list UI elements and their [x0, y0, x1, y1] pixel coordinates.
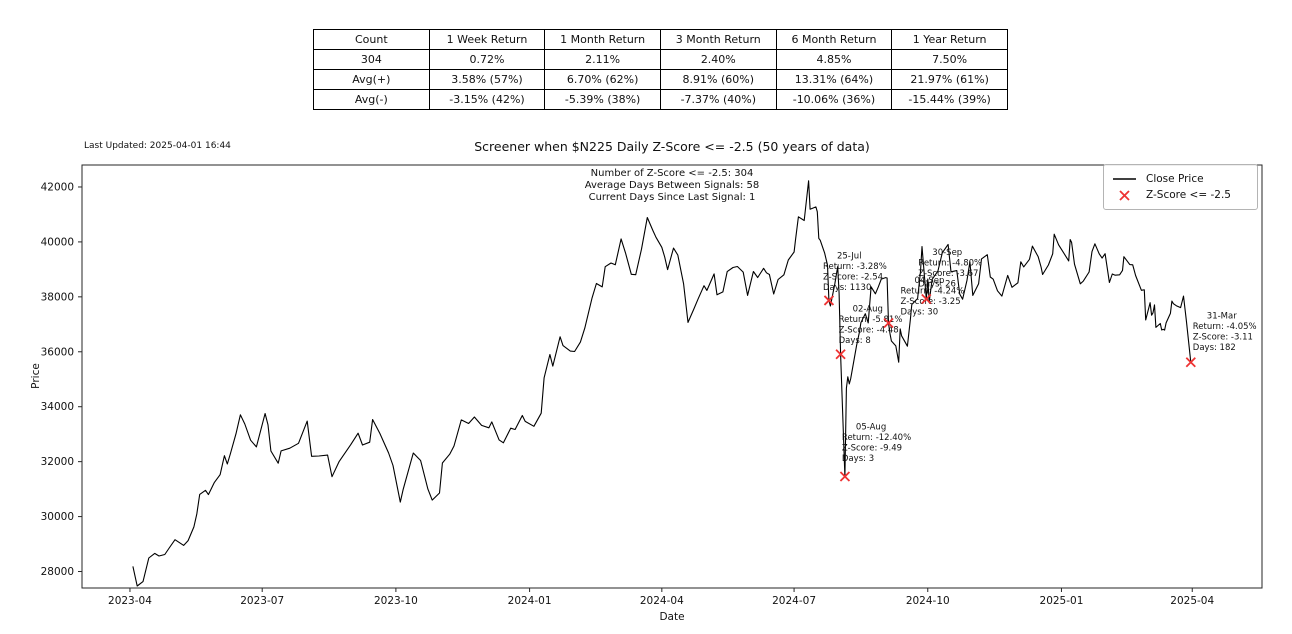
- close-price-line: [132, 180, 1192, 587]
- table-cell: -15.44% (39%): [891, 89, 1008, 110]
- signal-annotation-line: Return: -3.28%: [823, 262, 887, 272]
- table-cell: 13.31% (64%): [775, 69, 893, 90]
- signal-annotation-line: Days: 8: [839, 336, 871, 346]
- signal-annotation-line: 02-Aug: [853, 304, 883, 314]
- table-row-avg-negative: Avg(-) -3.15% (42%) -5.39% (38%) -7.37% …: [313, 89, 1008, 110]
- y-tick-label: 34000: [41, 401, 74, 413]
- x-tick-label: 2024-04: [640, 595, 684, 607]
- x-tick-label: 2024-01: [508, 595, 552, 607]
- plot-border: [81, 164, 1263, 589]
- signal-x-marker-30-Sep: [921, 293, 932, 305]
- table-cell: 6.70% (62%): [544, 69, 661, 90]
- header-6-month: 6 Month Return: [775, 29, 893, 50]
- signal-annotation-line: Return: -4.05%: [1193, 322, 1257, 332]
- table-cell: 8.91% (60%): [659, 69, 777, 90]
- x-tick-label: 2023-04: [108, 595, 152, 607]
- table-cell: 7.50%: [891, 49, 1008, 70]
- legend-label-zscore: Z-Score <= -2.5: [1146, 189, 1231, 201]
- stat-line-count: Number of Z-Score <= -2.5: 304: [590, 168, 754, 179]
- table-cell: 0.72%: [428, 49, 546, 70]
- legend: Close Price Z-Score <= -2.5: [1103, 164, 1258, 210]
- table-cell: 3.58% (57%): [428, 69, 546, 90]
- stat-line-avg-days: Average Days Between Signals: 58: [584, 180, 760, 191]
- signal-x-marker-02-Aug: [835, 349, 846, 360]
- table-row-count: 304 0.72% 2.11% 2.40% 4.85% 7.50%: [313, 49, 1008, 70]
- signal-annotation-line: Days: 26: [918, 280, 956, 290]
- y-axis-label: Price: [30, 363, 42, 389]
- legend-label-close-price: Close Price: [1146, 173, 1204, 185]
- signal-x-marker-31-Mar: [1185, 357, 1196, 368]
- table-header-row: Count 1 Week Return 1 Month Return 3 Mon…: [313, 29, 1008, 50]
- line-sample-icon: [1113, 178, 1136, 180]
- legend-item-close-price: Close Price: [1112, 171, 1249, 187]
- x-tick-label: 2025-01: [1040, 595, 1084, 607]
- signal-annotation-line: Days: 3: [842, 454, 874, 464]
- table-cell: -3.15% (42%): [428, 89, 546, 110]
- table-row-avg-positive: Avg(+) 3.58% (57%) 6.70% (62%) 8.91% (60…: [313, 69, 1008, 90]
- table-cell: 2.11%: [544, 49, 661, 70]
- table-cell: -7.37% (40%): [659, 89, 777, 110]
- signal-annotation-line: Z-Score: -2.54: [823, 272, 883, 282]
- table-cell: -10.06% (36%): [775, 89, 893, 110]
- x-tick-label: 2025-04: [1170, 595, 1214, 607]
- table-cell: 2.40%: [659, 49, 777, 70]
- signal-x-marker-25-Jul: [823, 295, 835, 306]
- table-cell: 4.85%: [775, 49, 893, 70]
- x-marker-stroke: [1119, 190, 1130, 201]
- signal-stats-annotation: Number of Z-Score <= -2.5: 304 Average D…: [585, 168, 760, 204]
- signal-x-marker-04-Sep: [883, 317, 894, 329]
- y-tick-label: 30000: [41, 511, 74, 523]
- signal-annotation-line: Z-Score: -3.67: [918, 269, 978, 279]
- signal-annotation-line: Days: 1130: [823, 283, 871, 293]
- signal-annotation-line: 04-Sep: [915, 276, 945, 286]
- signal-annotation-line: Z-Score: -9.49: [842, 444, 902, 454]
- table-cell: -5.39% (38%): [544, 89, 661, 110]
- signal-annotation-line: Return: -12.40%: [842, 433, 911, 443]
- signal-annotation-line: Days: 182: [1193, 343, 1236, 353]
- y-tick-label: 42000: [41, 181, 74, 193]
- header-count: Count: [313, 29, 430, 50]
- table-cell: Avg(+): [313, 69, 430, 90]
- last-updated-text: Last Updated: 2025-04-01 16:44: [84, 141, 231, 151]
- x-tick-label: 2024-07: [772, 595, 816, 607]
- signal-annotation-line: Days: 30: [901, 308, 939, 318]
- signal-annotation-line: Z-Score: -3.25: [901, 297, 961, 307]
- y-tick-label: 38000: [41, 291, 74, 303]
- y-tick-label: 28000: [41, 566, 74, 578]
- signal-annotation-line: Z-Score: -3.11: [1193, 332, 1253, 342]
- table-cell: 304: [313, 49, 430, 70]
- signal-annotation-line: 25-Jul: [837, 251, 862, 261]
- returns-summary-table: Count 1 Week Return 1 Month Return 3 Mon…: [313, 29, 1008, 110]
- header-1-year: 1 Year Return: [891, 29, 1008, 50]
- x-tick-label: 2023-07: [240, 595, 284, 607]
- legend-item-zscore: Z-Score <= -2.5: [1112, 187, 1249, 203]
- y-tick-label: 32000: [41, 456, 74, 468]
- signal-annotation-line: Return: -4.80%: [918, 259, 982, 269]
- x-axis-label: Date: [659, 611, 685, 623]
- header-1-week: 1 Week Return: [428, 29, 546, 50]
- signal-annotation-line: 05-Aug: [856, 423, 886, 433]
- signal-annotation-line: Return: -4.24%: [901, 287, 965, 297]
- table-cell: Avg(-): [313, 89, 430, 110]
- signal-annotation-line: Z-Score: -4.48: [839, 325, 899, 335]
- x-tick-label: 2023-10: [374, 595, 418, 607]
- y-tick-label: 36000: [41, 346, 74, 358]
- y-tick-label: 40000: [41, 236, 74, 248]
- signal-annotation-line: Return: -5.81%: [839, 315, 903, 325]
- signal-x-marker-05-Aug: [839, 471, 851, 482]
- header-1-month: 1 Month Return: [544, 29, 661, 50]
- x-tick-label: 2024-10: [906, 595, 950, 607]
- stat-line-days-since: Current Days Since Last Signal: 1: [588, 192, 756, 203]
- x-marker-icon: [1119, 190, 1130, 201]
- signal-annotation-line: 31-Mar: [1207, 311, 1237, 321]
- table-cell: 21.97% (61%): [891, 69, 1008, 90]
- chart-title: Screener when $N225 Daily Z-Score <= -2.…: [474, 139, 870, 154]
- header-3-month: 3 Month Return: [659, 29, 777, 50]
- signal-annotation-line: 30-Sep: [932, 248, 962, 258]
